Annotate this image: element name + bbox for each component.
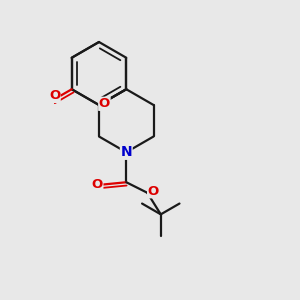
Text: O: O [99, 97, 110, 110]
Text: N: N [121, 145, 132, 159]
Text: O: O [148, 185, 159, 198]
Text: O: O [49, 89, 60, 102]
Text: O: O [92, 178, 103, 191]
